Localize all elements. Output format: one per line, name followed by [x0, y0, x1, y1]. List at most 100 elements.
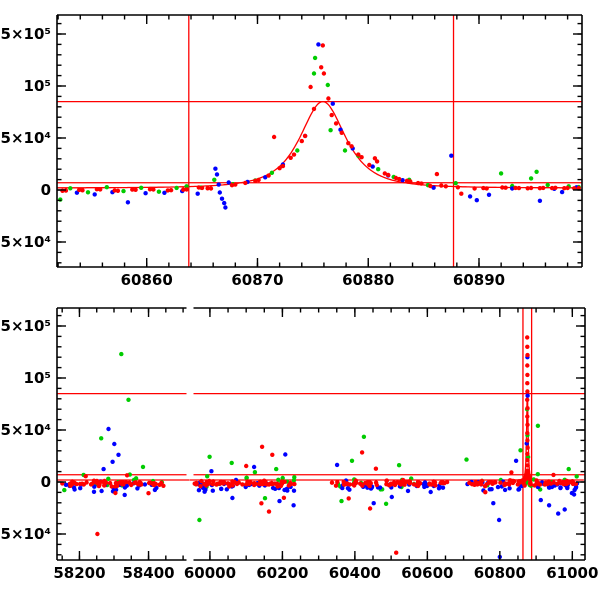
data-point-green — [295, 148, 300, 153]
data-point-red — [358, 481, 363, 487]
data-point-green — [574, 474, 579, 479]
data-point-blue — [210, 488, 215, 493]
data-point-red — [493, 480, 498, 485]
data-point-red — [333, 483, 339, 488]
data-point-red — [553, 185, 558, 190]
data-point-red — [326, 96, 331, 101]
data-point-red — [503, 185, 508, 190]
data-point-green — [376, 167, 381, 172]
data-point-red — [165, 188, 170, 193]
data-point-red — [349, 144, 354, 149]
data-point-red — [292, 481, 297, 487]
data-point-red — [525, 463, 530, 468]
data-point-red — [442, 481, 447, 486]
data-point-red — [113, 484, 118, 489]
data-point-red — [525, 451, 530, 457]
data-point-red — [486, 480, 491, 486]
data-point-red — [416, 480, 421, 486]
data-point-red — [359, 450, 365, 455]
data-point-red — [373, 466, 379, 471]
y-tick-label: 5×10⁴ — [1, 129, 51, 147]
data-point-red — [77, 481, 83, 487]
data-point-red — [233, 182, 238, 187]
data-point-red — [244, 463, 249, 469]
data-point-blue — [510, 186, 515, 191]
bottom-panel: 58200 58400 60000 60200 60400 60600 60800 61000… — [0, 307, 598, 582]
data-point-red — [455, 185, 461, 190]
data-point-blue — [330, 101, 335, 106]
data-point-red — [407, 479, 412, 484]
axis-ticks — [57, 15, 582, 267]
data-point-red — [484, 186, 489, 191]
data-point-red — [525, 344, 530, 349]
data-point-red — [419, 181, 424, 186]
data-point-green — [396, 463, 402, 468]
data-point-red — [569, 480, 574, 485]
data-point-red — [321, 71, 327, 76]
data-point-blue — [110, 459, 115, 464]
data-point-red — [397, 176, 402, 182]
data-points — [60, 335, 580, 560]
data-point-red — [102, 480, 107, 486]
data-point-blue — [214, 172, 220, 177]
data-point-green — [139, 185, 144, 190]
x-tick-label: 60860 — [121, 271, 173, 289]
data-point-red — [346, 496, 351, 501]
data-point-red — [525, 430, 530, 436]
data-point-blue — [196, 488, 202, 493]
axis-frame — [56, 307, 586, 561]
data-point-blue — [116, 452, 121, 457]
data-point-green — [280, 475, 285, 481]
y-tick-label: 0 — [41, 181, 51, 199]
data-point-red — [346, 141, 351, 146]
threshold-lines — [57, 393, 585, 476]
data-point-red — [130, 187, 135, 192]
data-point-red — [353, 480, 359, 485]
data-point-red — [432, 480, 437, 485]
data-point-red — [374, 482, 379, 488]
data-point-red — [208, 186, 214, 191]
data-point-red — [438, 480, 443, 486]
data-point-red — [253, 481, 258, 486]
data-point-red — [434, 171, 440, 177]
data-point-red — [132, 480, 137, 485]
data-point-blue — [347, 487, 352, 492]
y-tick-label: 1.5×10⁵ — [0, 25, 51, 43]
data-point-red — [311, 106, 317, 112]
data-point-red — [400, 477, 406, 483]
data-point-blue — [371, 501, 376, 506]
data-point-red — [291, 152, 297, 157]
data-point-red — [372, 156, 378, 161]
data-point-red — [113, 480, 119, 486]
data-point-blue — [283, 452, 288, 457]
data-point-red — [387, 483, 392, 488]
data-point-red — [565, 185, 570, 191]
data-point-blue — [370, 164, 375, 169]
data-point-green — [566, 466, 571, 472]
data-point-red — [181, 187, 186, 192]
x-tick-label: 60200 — [256, 564, 308, 582]
data-point-red — [226, 481, 231, 486]
data-point-red — [522, 477, 527, 482]
data-point-red — [95, 531, 100, 537]
data-point-red — [525, 406, 530, 411]
data-point-blue — [251, 464, 257, 470]
data-point-red — [207, 478, 212, 484]
data-point-red — [271, 134, 277, 140]
data-point-blue — [486, 192, 492, 197]
event-window-lines — [188, 15, 455, 267]
data-point-red — [107, 480, 113, 486]
data-point-red — [386, 172, 391, 178]
data-point-red — [525, 186, 530, 191]
data-point-red — [259, 444, 265, 449]
data-point-red — [240, 482, 245, 487]
axis-frame — [56, 14, 583, 268]
data-point-red — [299, 138, 304, 144]
data-point-red — [253, 178, 258, 183]
data-point-red — [384, 478, 389, 483]
data-point-red — [234, 481, 240, 487]
data-point-red — [109, 484, 114, 489]
data-point-red — [503, 482, 508, 487]
data-point-blue — [216, 182, 221, 187]
axis-labels: 60860 60870 60880 60890 -5×10⁴ 0 5×10⁴ 10⁵ 1.5×1… — [0, 25, 505, 289]
